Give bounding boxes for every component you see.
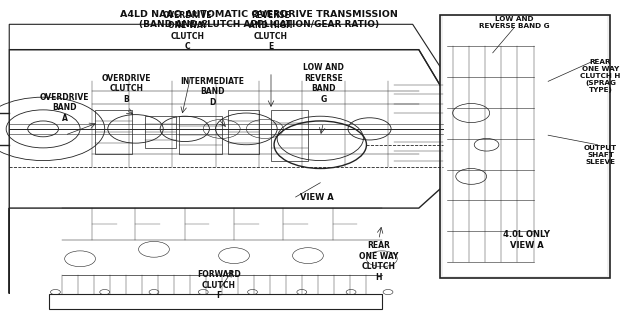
Text: VIEW A: VIEW A xyxy=(300,192,334,202)
Bar xyxy=(271,110,308,160)
Text: INTERMEDIATE
BAND
D: INTERMEDIATE BAND D xyxy=(180,77,245,107)
Text: 4.0L ONLY
VIEW A: 4.0L ONLY VIEW A xyxy=(503,230,550,250)
Text: LOW AND
REVERSE
BAND
G: LOW AND REVERSE BAND G xyxy=(303,63,344,104)
Text: (BAND AND CLUTCH APPLICATION/GEAR RATIO): (BAND AND CLUTCH APPLICATION/GEAR RATIO) xyxy=(139,19,379,29)
Bar xyxy=(95,110,132,154)
Text: REVERSE
AND HIGH
CLUTCH
E: REVERSE AND HIGH CLUTCH E xyxy=(249,11,293,51)
Bar xyxy=(145,116,175,148)
Text: REAR
ONE WAY
CLUTCH
H: REAR ONE WAY CLUTCH H xyxy=(359,241,399,282)
Bar xyxy=(444,16,607,276)
Text: LOW AND
REVERSE BAND G: LOW AND REVERSE BAND G xyxy=(479,16,550,29)
Bar xyxy=(178,116,222,154)
Text: FORWARD
CLUTCH
F: FORWARD CLUTCH F xyxy=(197,270,240,300)
Text: REAR
ONE WAY
CLUTCH H
(SPRAG
TYPE): REAR ONE WAY CLUTCH H (SPRAG TYPE) xyxy=(580,59,621,93)
Text: A4LD NAAO AUTOMATIC OVERDRIVE TRANSMISSION: A4LD NAAO AUTOMATIC OVERDRIVE TRANSMISSI… xyxy=(120,10,397,19)
Text: OVERDRIVE
ONE WAY
CLUTCH
C: OVERDRIVE ONE WAY CLUTCH C xyxy=(163,11,213,51)
Text: OVERDRIVE
BAND
A: OVERDRIVE BAND A xyxy=(40,93,89,122)
Bar xyxy=(228,110,259,154)
Bar xyxy=(441,15,610,278)
Text: OUTPUT
SHAFT
SLEEVE: OUTPUT SHAFT SLEEVE xyxy=(584,145,617,165)
Text: OVERDRIVE
CLUTCH
B: OVERDRIVE CLUTCH B xyxy=(102,74,151,104)
